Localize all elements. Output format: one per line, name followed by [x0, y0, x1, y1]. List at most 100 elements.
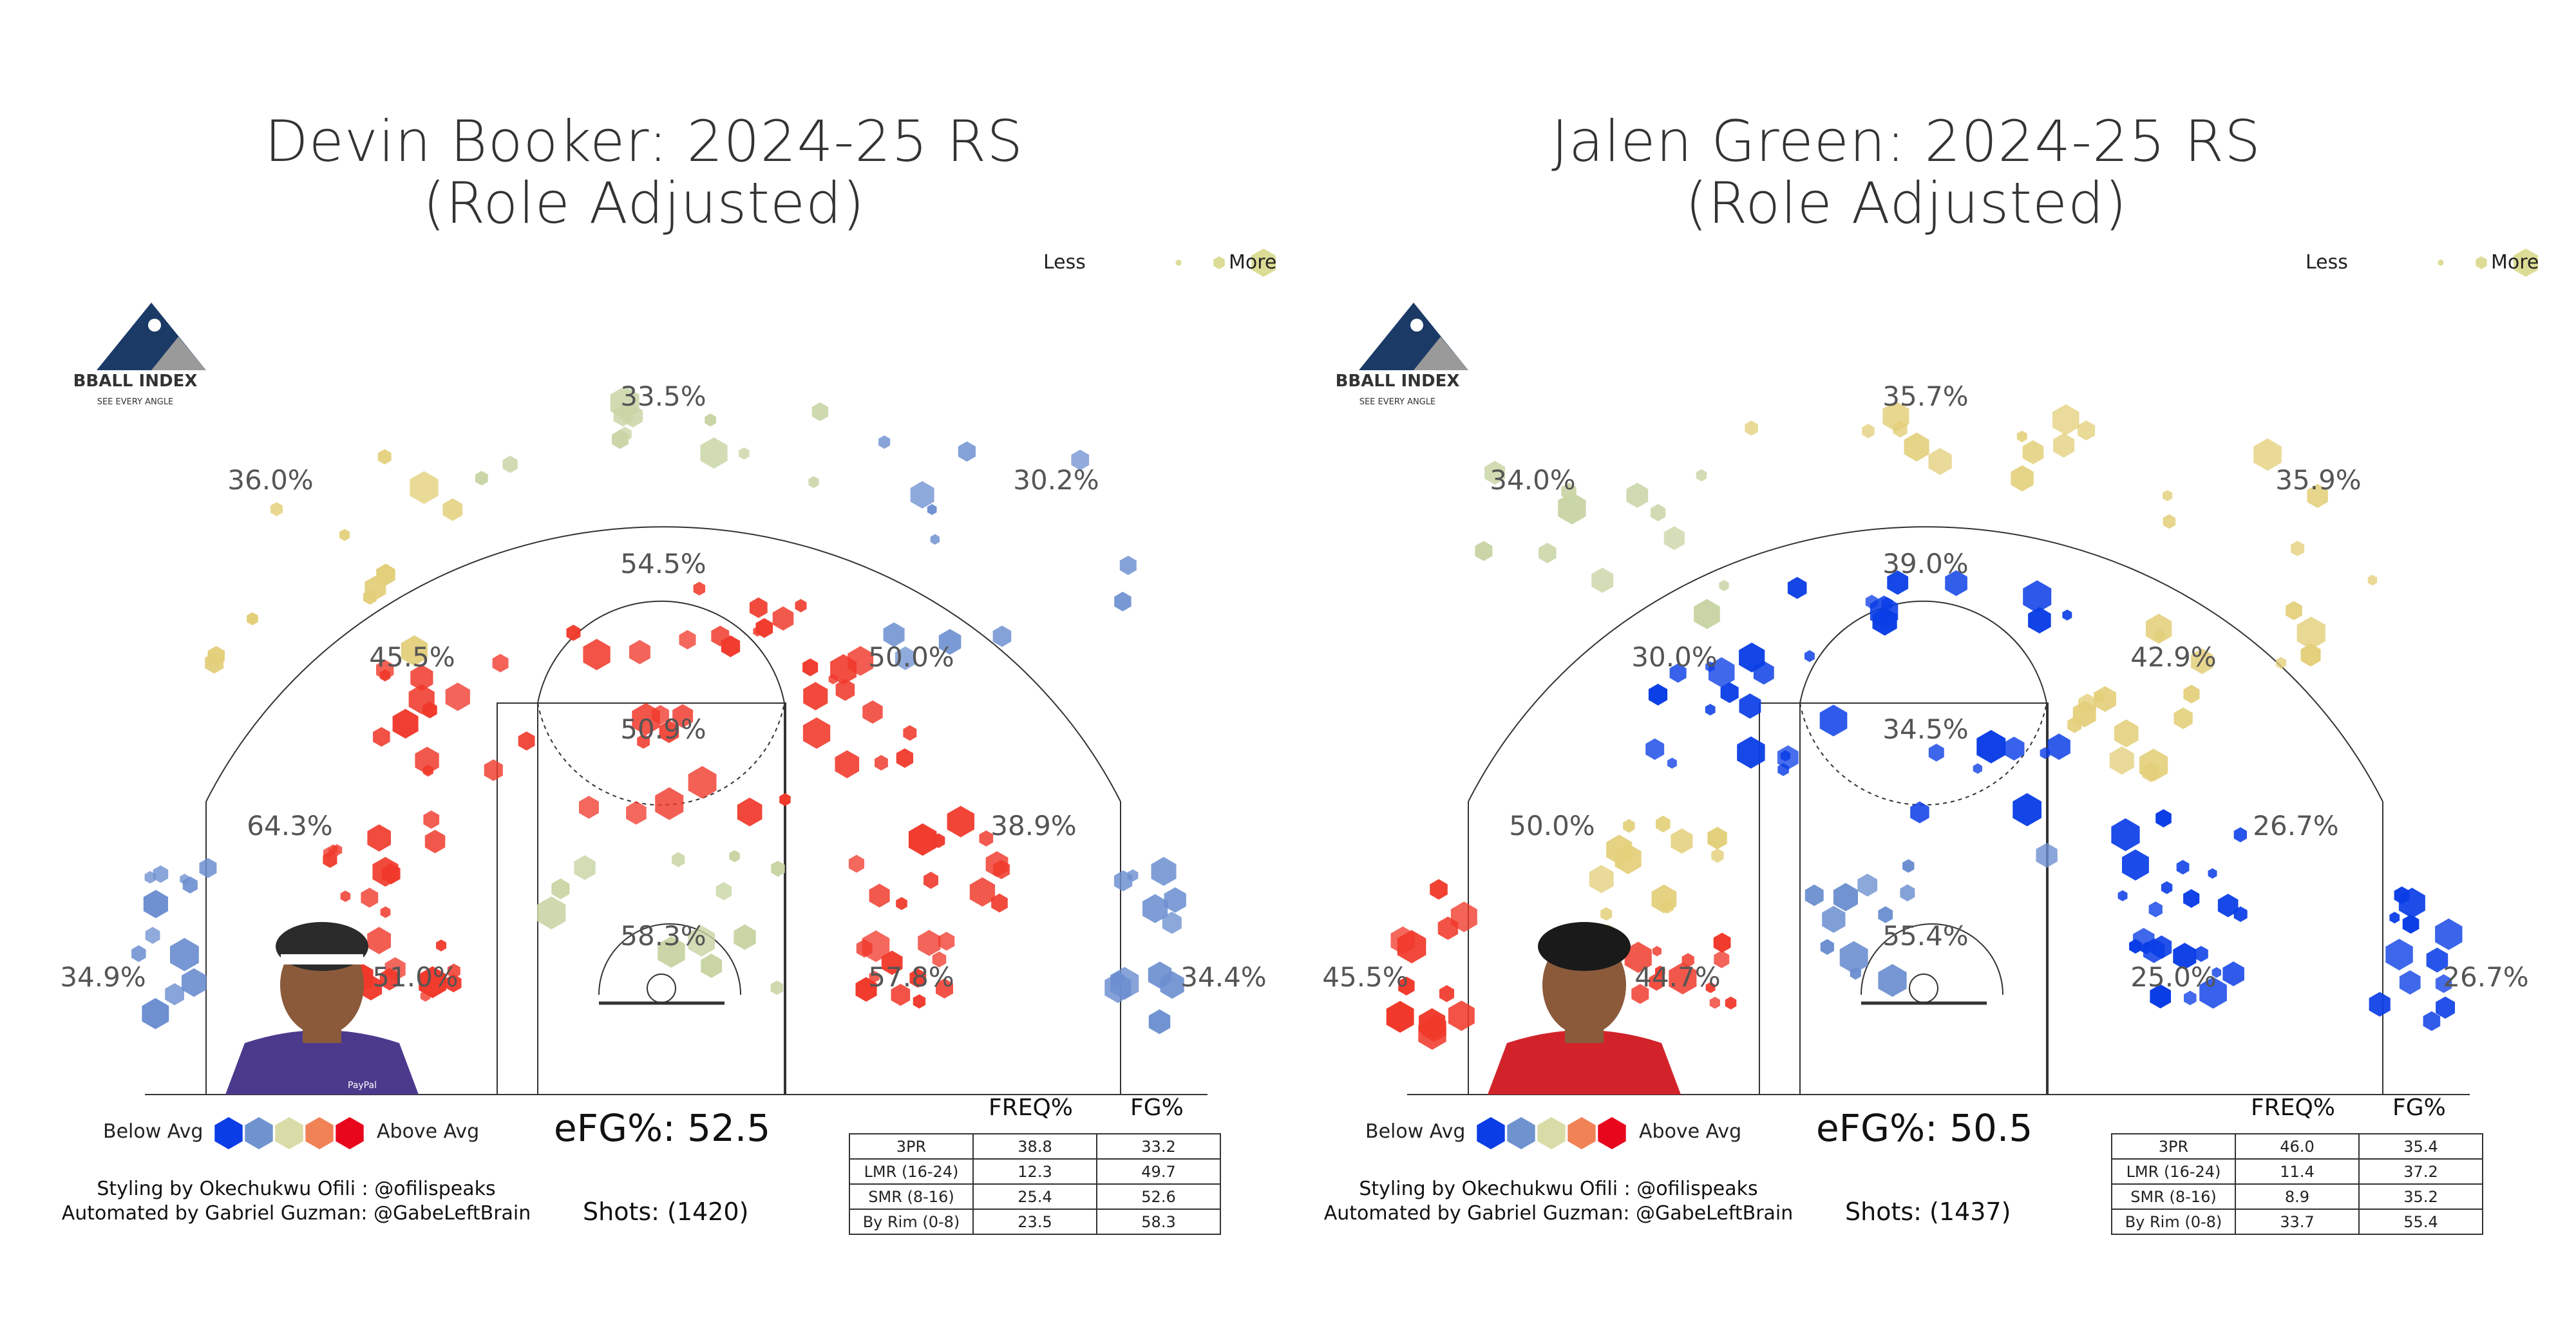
shot-hex	[2191, 648, 2213, 674]
shot-hex	[1804, 884, 1824, 907]
shot-hex	[445, 682, 470, 711]
shot-hex	[518, 731, 535, 751]
shot-hex	[2139, 748, 2168, 782]
free-throw-circle-top	[537, 600, 785, 704]
shots-label: Shots: (1437)	[1845, 1198, 2011, 1226]
shots-label: Shots: (1420)	[583, 1198, 749, 1226]
zone-fg-label: 33.5%	[620, 381, 706, 412]
shot-hex	[1850, 966, 1861, 980]
shot-hex	[2402, 914, 2420, 934]
shot-hex	[883, 622, 905, 647]
shot-hex	[2222, 961, 2244, 986]
credits-line2: Automated by Gabriel Guzman: @GabeLeftBr…	[1323, 1202, 1794, 1225]
hexbin-layer	[1386, 401, 2463, 1050]
shot-hex	[1606, 834, 1633, 865]
shot-hex	[896, 897, 907, 910]
shot-hex	[247, 612, 258, 626]
shot-hex	[1804, 650, 1815, 663]
shot-hex	[903, 725, 917, 741]
zone-fg-label: 38.9%	[990, 810, 1076, 842]
shot-hex	[1430, 879, 1448, 900]
shot-hex	[1148, 1009, 1171, 1035]
jersey-sponsor-text: PayPal	[348, 1080, 377, 1091]
player-hair	[1538, 922, 1631, 971]
shot-hex	[700, 437, 728, 469]
table-cell-label: 3PR	[849, 1133, 974, 1160]
shot-hex	[2150, 984, 2171, 1009]
zone-fg-label: 54.5%	[620, 548, 706, 579]
shot-hex	[701, 954, 722, 978]
court-svg: 35.7% 34.0% 35.9% 39.0% 30.0% 42.9% 34.5% 50.0%…	[1322, 249, 2539, 1149]
shot-hex	[938, 628, 961, 655]
shot-hex	[367, 927, 391, 954]
shot-hex	[270, 502, 283, 516]
shot-hex	[992, 860, 1010, 880]
shot-hex	[182, 968, 207, 997]
shot-hex	[2173, 943, 2197, 970]
shot-hex	[380, 906, 391, 918]
size-legend-more: More	[1229, 251, 1277, 274]
shot-hex	[1484, 460, 1506, 485]
zone-fg-label: 57.8%	[868, 961, 954, 993]
shot-hex	[1649, 973, 1664, 991]
shot-hex	[2122, 849, 2149, 881]
size-legend-hex	[1251, 249, 1276, 277]
shot-hex	[2109, 746, 2134, 775]
shot-hex	[2286, 601, 2302, 621]
shot-hex	[655, 787, 684, 820]
shot-hex	[891, 984, 911, 1006]
shot-hex	[415, 746, 439, 775]
shot-hex	[803, 682, 828, 711]
shot-hex	[938, 932, 955, 951]
shot-hex	[1600, 907, 1613, 921]
shot-hex	[447, 963, 460, 979]
table-cell-freq: 38.8	[972, 1133, 1097, 1160]
table-cell-label: LMR (16-24)	[2111, 1158, 2236, 1185]
player-jersey	[1488, 1030, 1681, 1095]
paint-outer	[497, 702, 785, 1095]
table-header-freq: FREQ%	[989, 1095, 1074, 1121]
table-cell-fg: 49.7	[1096, 1158, 1221, 1185]
zone-fg-label: 42.9%	[2130, 641, 2216, 673]
zone-fg-label: 44.7%	[1634, 961, 1720, 993]
size-legend: Less More	[1043, 245, 1288, 283]
table-cell-label: 3PR	[2111, 1133, 2236, 1160]
shot-hex	[1669, 962, 1697, 995]
shot-hex	[878, 435, 891, 449]
shot-hex	[1652, 946, 1662, 957]
zone-fg-label: 30.0%	[1631, 641, 1717, 673]
shot-hex	[739, 447, 750, 460]
shot-hex	[2183, 889, 2200, 908]
shot-hex	[1737, 736, 1765, 769]
shot-hex	[913, 994, 926, 1009]
shot-hex	[379, 968, 399, 991]
shot-hex	[2423, 1011, 2441, 1031]
zone-fg-label: 45.5%	[369, 641, 455, 673]
shot-hex	[2291, 540, 2304, 556]
shot-hex	[2047, 733, 2070, 760]
shot-hex	[1720, 682, 1739, 703]
zone-fg-label: 34.0%	[1490, 464, 1575, 496]
court-svg: 33.5% 36.0% 30.2% 54.5% 45.5% 50.0% 50.9% 64.3%…	[60, 249, 1276, 1149]
shot-hex	[2141, 941, 2152, 955]
shot-hex	[1696, 469, 1707, 482]
shot-hex	[1833, 883, 1858, 912]
color-legend-below: Below Avg	[1365, 1120, 1466, 1143]
shot-hex	[1719, 579, 1729, 592]
shot-hex	[749, 597, 768, 618]
shot-hex	[445, 974, 462, 993]
chart-subtitle: (Role Adjusted)	[1685, 170, 2128, 236]
shot-hex	[729, 850, 740, 863]
shot-hex	[1753, 661, 1774, 685]
restricted-arc	[598, 923, 741, 995]
table-row: LMR (16-24) 12.3 49.7	[849, 1158, 1221, 1185]
shot-hex	[1928, 744, 1944, 762]
logo-tagline: SEE EVERY ANGLE	[1359, 397, 1436, 407]
shot-hex	[2040, 747, 2050, 759]
logo-text: BBALL INDEX	[73, 372, 198, 391]
shot-hex	[771, 860, 785, 877]
logo-triangle-grey	[1414, 337, 1468, 370]
shot-hex	[715, 882, 732, 901]
shot-hex	[2194, 946, 2208, 963]
restricted-arc	[1861, 923, 2003, 995]
